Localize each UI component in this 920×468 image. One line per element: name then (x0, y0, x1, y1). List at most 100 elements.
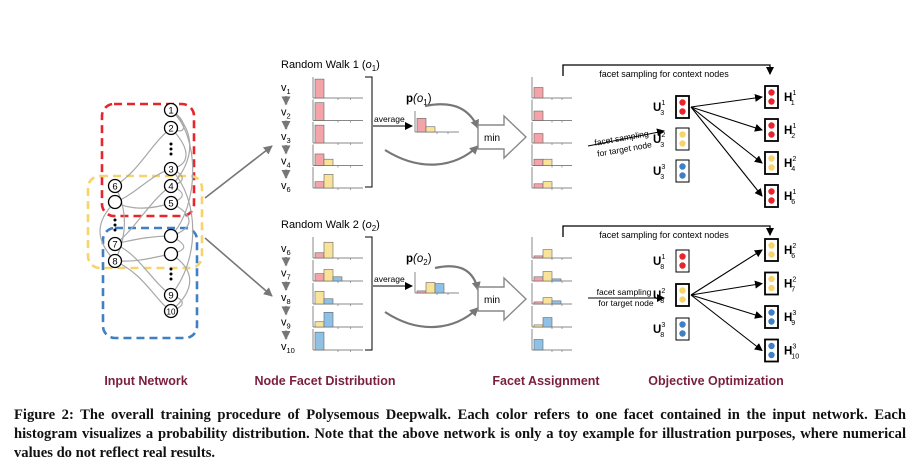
embedding-label: H1 2 (784, 122, 796, 140)
network-node: 9 (163, 287, 179, 303)
histogram-bar (533, 339, 544, 351)
context-embedding-box (764, 184, 779, 208)
walk1-p-label: p(o1) (406, 93, 432, 107)
network-node: 7 (107, 236, 123, 252)
histogram (531, 122, 572, 145)
network-node-label: 7 (112, 240, 117, 251)
random-walk-1: Random Walk 1 (o1) v1 v2 v3 v4 v6 average p(… (281, 59, 796, 208)
histogram-bar (542, 297, 553, 305)
walk1-min-arrow (477, 114, 528, 160)
network-node: 8 (107, 253, 123, 269)
embedding-label: H3 9 (784, 309, 796, 327)
histogram-bar (533, 87, 544, 99)
network-node: 2 (163, 120, 179, 136)
histogram-bar (323, 158, 334, 166)
walk1-average-histogram (414, 111, 459, 134)
histogram-bar (314, 102, 325, 121)
network-ellipsis (113, 142, 173, 281)
to-walk1-arrow (204, 145, 273, 199)
walk2-p-label: p(o2) (406, 253, 432, 267)
walk-node-label: v4 (281, 156, 291, 170)
walk2-histograms (312, 237, 363, 352)
histogram-bar (323, 298, 334, 305)
network-node-label: 2 (168, 124, 173, 135)
histogram-bar (323, 311, 334, 328)
histogram-bar (314, 331, 325, 351)
figure-caption: Figure 2: The overall training procedure… (14, 407, 906, 461)
histogram (312, 144, 363, 168)
histogram-bar (314, 153, 325, 166)
walk2-min-label: min (484, 295, 500, 306)
walk-node-label: v2 (281, 107, 291, 121)
svg-text:facet sampling: facet sampling (597, 287, 652, 297)
walk2-context-embeddings: H2 6 H2 7 H3 9 H3 10 (690, 238, 799, 363)
context-embedding-box (764, 118, 779, 142)
histogram-bar (323, 269, 334, 282)
context-arrow (690, 106, 763, 197)
histogram-bar (542, 158, 553, 166)
facet-embedding-box (675, 317, 690, 341)
histogram-bar (323, 174, 334, 189)
histogram-bar (533, 255, 544, 259)
walk1-context-label: facet sampling for context nodes (599, 69, 729, 79)
histogram-bar (542, 317, 553, 328)
histogram (312, 237, 363, 260)
walk2-context-label: facet sampling for context nodes (599, 230, 729, 240)
histogram (312, 77, 363, 100)
svg-text:for target node: for target node (598, 298, 654, 308)
network-node-label: 10 (167, 308, 176, 317)
histogram-bar (551, 278, 562, 282)
network-node-label: 6 (112, 182, 117, 193)
context-arrow (690, 106, 763, 164)
network-node: 5 (163, 195, 179, 211)
input-network: 1 2 3 4 5 6 7 8 9 10 (86, 102, 204, 340)
walk-node-label: v10 (281, 341, 295, 355)
histogram-bar (332, 276, 343, 282)
network-node (107, 194, 123, 210)
histogram (312, 329, 363, 352)
histogram-bar (416, 290, 427, 294)
random-walk-2: Random Walk 2 (o2) v6 v7 v8 v9 v10 average p… (281, 219, 799, 363)
walk-node-label: v3 (281, 131, 291, 145)
walk1-context-embeddings: H1 1 H1 2 H2 4 H1 6 (690, 85, 796, 208)
walk2-facet-embeddings: U1 8 U2 8 U3 8 (653, 249, 690, 341)
embedding-label: H1 6 (784, 188, 796, 206)
walk1-min-label: min (484, 133, 500, 144)
context-arrow (690, 94, 763, 108)
network-node: 6 (107, 178, 123, 194)
histogram (414, 111, 459, 134)
context-embedding-box (764, 238, 779, 262)
network-node: 4 (163, 178, 179, 194)
histogram-bar (542, 181, 553, 189)
histogram (531, 167, 572, 190)
walk1-brace (365, 76, 373, 188)
objective-label: Objective Optimization (648, 374, 783, 388)
walk1-facet-assignment (531, 77, 572, 190)
facet-embedding-box (675, 95, 690, 119)
walk2-average-label: average (374, 274, 405, 284)
context-arrow (690, 294, 763, 352)
histogram (531, 260, 572, 283)
histogram (531, 144, 572, 168)
facet-embedding-box (675, 127, 690, 151)
walk1-context-bracket (562, 64, 774, 76)
walk2-curve-top (434, 265, 481, 291)
walk2-average-histogram (414, 272, 459, 295)
network-node (163, 228, 179, 244)
histogram-bar (533, 301, 544, 305)
node-facet-label: Node Facet Distribution (255, 374, 396, 388)
facet-blue-region (101, 226, 199, 340)
histogram (531, 283, 572, 306)
network-node: 10 (163, 303, 179, 319)
histogram (312, 306, 363, 329)
network-node-label: 8 (112, 257, 117, 268)
histogram-bar (551, 300, 562, 305)
histogram-bar (314, 78, 325, 99)
histogram-bar (533, 158, 544, 166)
walk-node-label: v7 (281, 268, 291, 282)
network-node: 1 (163, 102, 179, 118)
histogram-bar (434, 283, 445, 294)
walk2-facet-assignment (531, 237, 572, 352)
histogram (531, 329, 572, 352)
